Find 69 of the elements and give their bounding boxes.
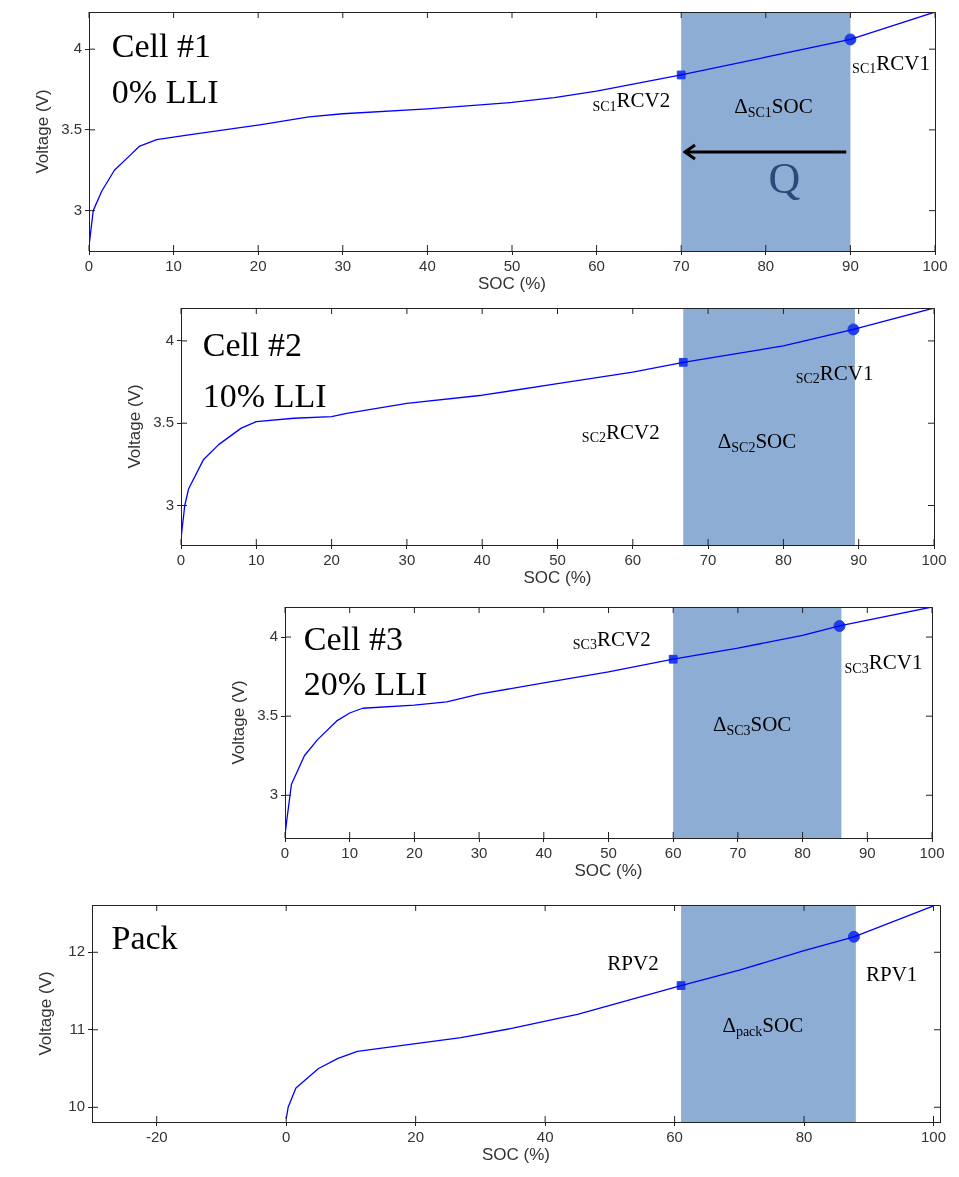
x-tick-label: 20 xyxy=(407,1128,425,1146)
y-tick-label: 11 xyxy=(69,1019,85,1037)
y-tick-label: 3.5 xyxy=(153,413,174,431)
x-tick-label: 100 xyxy=(921,551,947,569)
x-tick-label: -20 xyxy=(145,1128,168,1146)
y-axis-title: Voltage (V) xyxy=(228,680,248,765)
annotation: Cell #1 xyxy=(111,26,212,64)
x-tick-label: 90 xyxy=(842,257,859,275)
annotation: Pack xyxy=(111,918,178,956)
x-axis-title: SOC (%) xyxy=(478,274,546,294)
y-axis-title: Voltage (V) xyxy=(124,384,144,469)
y-axis-title: Voltage (V) xyxy=(32,89,52,174)
x-tick-label: 60 xyxy=(624,551,642,569)
annotation: 10% LLI xyxy=(202,376,327,414)
x-tick-label: 50 xyxy=(600,844,617,862)
x-tick-label: 100 xyxy=(921,1128,947,1146)
x-tick-label: 80 xyxy=(775,551,792,569)
x-tick-label: 70 xyxy=(672,257,690,275)
x-tick-label: 80 xyxy=(757,257,775,275)
x-tick-label: 90 xyxy=(850,551,868,569)
y-tick-label: 3 xyxy=(165,495,174,513)
y-tick-label: 3.5 xyxy=(257,706,278,724)
x-tick-label: 90 xyxy=(858,844,876,862)
x-tick-label: 20 xyxy=(406,844,423,862)
y-tick-label: 3 xyxy=(73,200,82,218)
annotation: 20% LLI xyxy=(303,664,428,702)
x-tick-label: 30 xyxy=(398,551,416,569)
y-tick-label: 4 xyxy=(73,39,82,57)
x-tick-label: 70 xyxy=(699,551,717,569)
y-tick-label: 10 xyxy=(68,1097,85,1115)
annotation: Q xyxy=(768,154,801,204)
x-tick-label: 10 xyxy=(341,844,359,862)
y-tick-label: 12 xyxy=(68,942,85,960)
x-tick-label: 50 xyxy=(503,257,521,275)
x-tick-label: 100 xyxy=(919,844,945,862)
x-tick-label: 20 xyxy=(249,257,267,275)
x-tick-label: 70 xyxy=(729,844,747,862)
annotation: Cell #3 xyxy=(303,619,403,657)
y-tick-label: 4 xyxy=(165,331,174,349)
x-tick-label: 0 xyxy=(176,551,186,569)
x-tick-label: 60 xyxy=(664,844,682,862)
x-tick-label: 80 xyxy=(794,844,811,862)
x-tick-label: 100 xyxy=(922,257,948,275)
x-tick-label: 40 xyxy=(473,551,491,569)
x-axis-title: SOC (%) xyxy=(482,1145,550,1165)
annotation: Cell #2 xyxy=(202,326,303,364)
x-tick-label: 40 xyxy=(535,844,553,862)
x-tick-label: 20 xyxy=(323,551,340,569)
x-tick-label: 30 xyxy=(470,844,488,862)
y-tick-label: 3.5 xyxy=(61,120,82,138)
annotation: 0% LLI xyxy=(111,72,219,110)
x-axis-title: SOC (%) xyxy=(574,861,643,881)
y-axis-title: Voltage (V) xyxy=(35,971,55,1056)
x-tick-label: 10 xyxy=(247,551,265,569)
x-tick-label: 40 xyxy=(536,1128,554,1146)
x-tick-label: 60 xyxy=(588,257,605,275)
x-tick-label: 60 xyxy=(666,1128,683,1146)
annotation: RPV1 xyxy=(865,961,918,986)
y-tick-label: 4 xyxy=(269,627,278,645)
x-tick-label: 0 xyxy=(280,844,290,862)
x-tick-label: 0 xyxy=(84,257,94,275)
x-axis-title: SOC (%) xyxy=(523,568,592,588)
x-tick-label: 0 xyxy=(282,1128,291,1146)
annotation: RPV2 xyxy=(607,950,659,975)
y-tick-label: 3 xyxy=(269,785,278,803)
x-tick-label: 50 xyxy=(549,551,566,569)
x-tick-label: 40 xyxy=(419,257,436,275)
x-tick-label: 80 xyxy=(795,1128,813,1146)
x-tick-label: 30 xyxy=(334,257,352,275)
